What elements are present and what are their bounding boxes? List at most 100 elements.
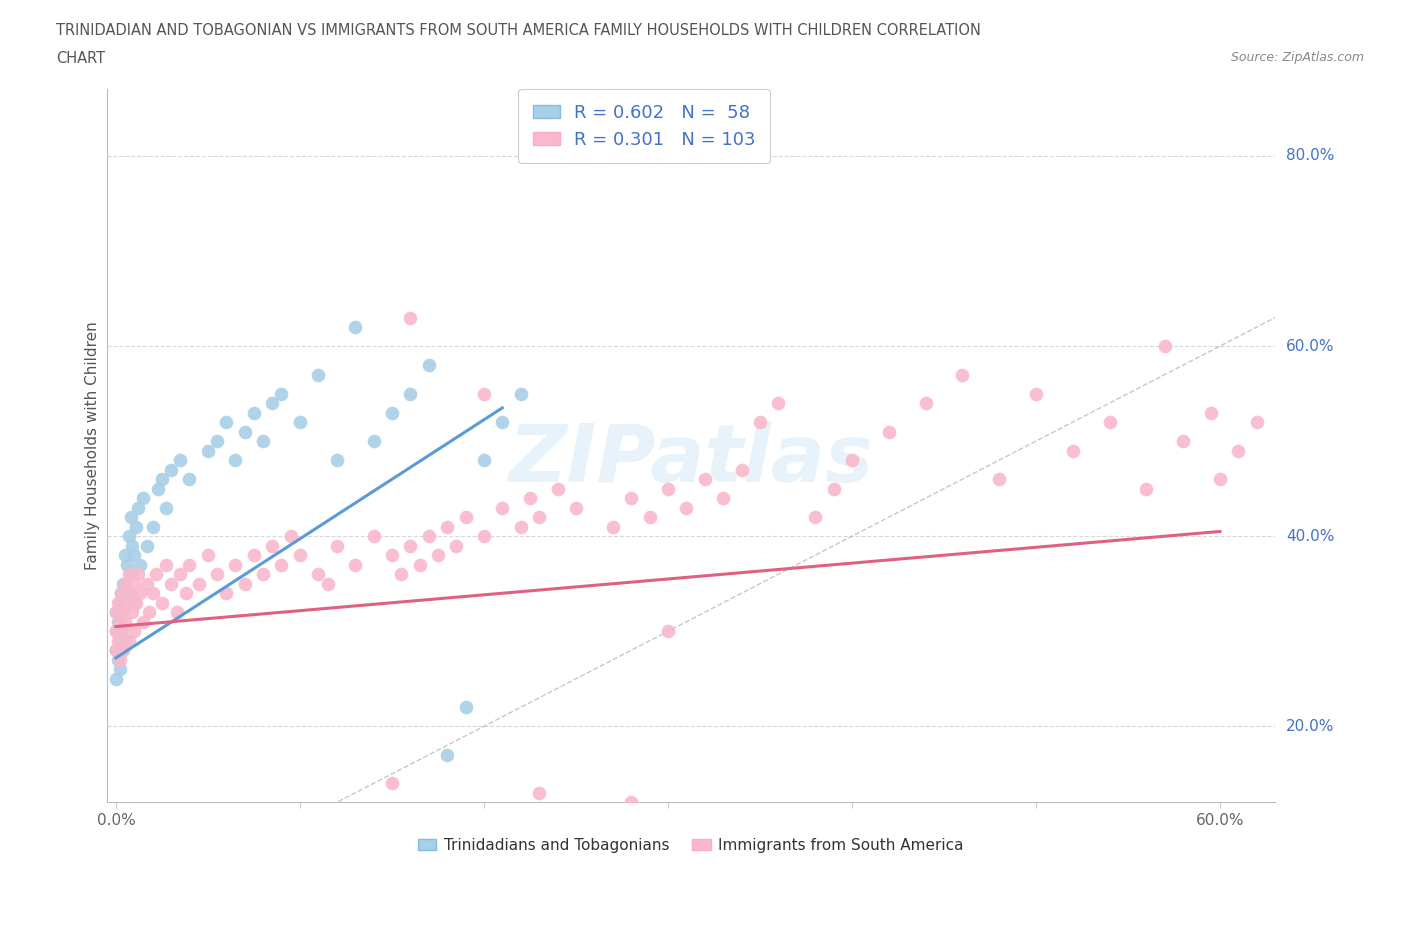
Point: [132, 615, 155, 630]
Point: [124, 595, 146, 610]
Point: [114, 548, 136, 563]
Point: [136, 538, 159, 553]
Point: [118, 633, 141, 648]
Point: [107, 595, 129, 610]
Point: [527, 510, 550, 525]
Point: [1246, 415, 1268, 430]
Point: [108, 595, 131, 610]
Point: [620, 795, 643, 810]
Point: [436, 519, 458, 534]
Point: [155, 500, 177, 515]
Point: [114, 615, 136, 630]
Point: [120, 566, 142, 581]
Point: [107, 652, 129, 667]
Point: [110, 586, 132, 601]
Point: [107, 615, 129, 630]
Point: [675, 500, 697, 515]
Text: TRINIDADIAN AND TOBAGONIAN VS IMMIGRANTS FROM SOUTH AMERICA FAMILY HOUSEHOLDS WI: TRINIDADIAN AND TOBAGONIAN VS IMMIGRANTS…: [56, 23, 981, 38]
Point: [233, 577, 256, 591]
Point: [381, 405, 404, 420]
Point: [215, 415, 238, 430]
Point: [110, 586, 132, 601]
Point: [363, 529, 385, 544]
Point: [108, 652, 131, 667]
Point: [148, 481, 170, 496]
Point: [657, 624, 679, 639]
Point: [491, 500, 513, 515]
Point: [519, 491, 541, 506]
Point: [547, 481, 569, 496]
Point: [205, 433, 228, 448]
Point: [804, 510, 827, 525]
Point: [121, 538, 143, 553]
Point: [108, 615, 131, 630]
Point: [638, 510, 661, 525]
Point: [115, 595, 138, 610]
Point: [270, 386, 292, 401]
Point: [657, 481, 679, 496]
Point: [118, 529, 141, 544]
Point: [124, 577, 146, 591]
Text: 60.0%: 60.0%: [1286, 339, 1334, 353]
Point: [128, 557, 150, 572]
Point: [110, 643, 132, 658]
Point: [104, 671, 127, 686]
Point: [138, 604, 160, 619]
Point: [408, 557, 430, 572]
Point: [381, 548, 404, 563]
Point: [243, 548, 266, 563]
Point: [150, 472, 173, 486]
Point: [160, 462, 183, 477]
Point: [205, 566, 228, 581]
Point: [399, 538, 422, 553]
Point: [110, 624, 132, 639]
Point: [426, 548, 449, 563]
Point: [270, 557, 292, 572]
Point: [120, 510, 142, 525]
Point: [179, 557, 201, 572]
Text: 80.0%: 80.0%: [1286, 149, 1334, 164]
Point: [125, 519, 148, 534]
Point: [730, 462, 752, 477]
Point: [914, 395, 936, 410]
Point: [316, 577, 339, 591]
Point: [325, 538, 347, 553]
Point: [748, 415, 770, 430]
Text: ZIPatlas: ZIPatlas: [509, 421, 873, 499]
Point: [491, 415, 513, 430]
Point: [472, 529, 495, 544]
Point: [118, 586, 141, 601]
Point: [224, 453, 246, 468]
Point: [344, 320, 367, 335]
Point: [145, 566, 167, 581]
Text: 40.0%: 40.0%: [1286, 529, 1334, 544]
Point: [104, 624, 127, 639]
Point: [108, 633, 131, 648]
Point: [197, 548, 219, 563]
Point: [108, 662, 131, 677]
Point: [399, 386, 422, 401]
Point: [124, 548, 146, 563]
Point: [988, 472, 1011, 486]
Point: [262, 538, 284, 553]
Point: [509, 519, 531, 534]
Point: [187, 577, 209, 591]
Point: [136, 577, 159, 591]
Point: [252, 433, 274, 448]
Text: CHART: CHART: [56, 51, 105, 66]
Point: [112, 577, 135, 591]
Point: [602, 519, 624, 534]
Point: [169, 453, 191, 468]
Point: [307, 566, 329, 581]
Point: [118, 566, 141, 581]
Point: [1209, 472, 1232, 486]
Point: [114, 577, 136, 591]
Point: [1171, 433, 1194, 448]
Point: [527, 786, 550, 801]
Point: [132, 491, 155, 506]
Point: [877, 424, 900, 439]
Point: [166, 604, 188, 619]
Point: [363, 433, 385, 448]
Point: [418, 529, 440, 544]
Point: [121, 604, 143, 619]
